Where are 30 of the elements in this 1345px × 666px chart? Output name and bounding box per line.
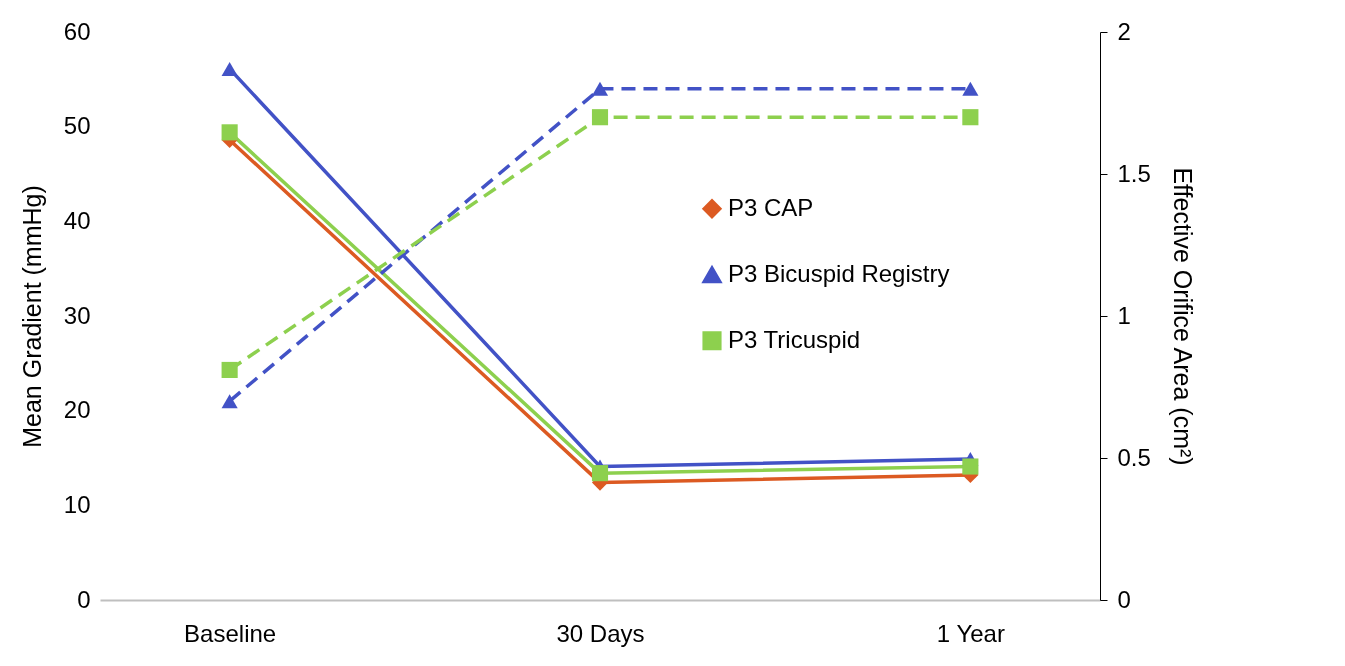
point bbox=[962, 81, 979, 96]
y2-tick-label: 0.5 bbox=[1117, 443, 1151, 471]
point bbox=[591, 81, 609, 96]
point bbox=[221, 361, 238, 379]
y-tick-label: 40 bbox=[63, 206, 91, 234]
point bbox=[962, 109, 979, 126]
y-tick-label: 20 bbox=[63, 396, 91, 424]
legend-label: P3 Tricuspid bbox=[728, 325, 861, 353]
y-tick-label: 10 bbox=[63, 490, 91, 518]
x-tick-label: 30 Days bbox=[556, 619, 645, 647]
y2-tick-label: 1.5 bbox=[1117, 159, 1151, 187]
y2-tick-label: 0 bbox=[1117, 585, 1131, 613]
point bbox=[962, 458, 979, 475]
legend-label: P3 Bicuspid Registry bbox=[728, 259, 950, 287]
x-tick-label: 1 Year bbox=[936, 619, 1005, 647]
point bbox=[221, 394, 238, 409]
y-tick-label: 60 bbox=[63, 17, 91, 45]
y2-axis-title: Effective Orifice Area (cm²) bbox=[1168, 167, 1197, 466]
legend-label: P3 CAP bbox=[728, 193, 814, 221]
y2-tick-label: 1 bbox=[1117, 301, 1131, 329]
x-tick-label: Baseline bbox=[184, 619, 277, 647]
point bbox=[221, 124, 238, 141]
y-tick-label: 0 bbox=[77, 585, 91, 613]
point bbox=[591, 109, 609, 126]
y-axis-title: Mean Gradient (mmHg) bbox=[17, 185, 46, 448]
point bbox=[591, 465, 609, 482]
y2-tick-label: 2 bbox=[1117, 17, 1131, 45]
point bbox=[221, 61, 238, 76]
y-tick-label: 30 bbox=[63, 301, 91, 329]
y-tick-label: 50 bbox=[63, 112, 91, 140]
